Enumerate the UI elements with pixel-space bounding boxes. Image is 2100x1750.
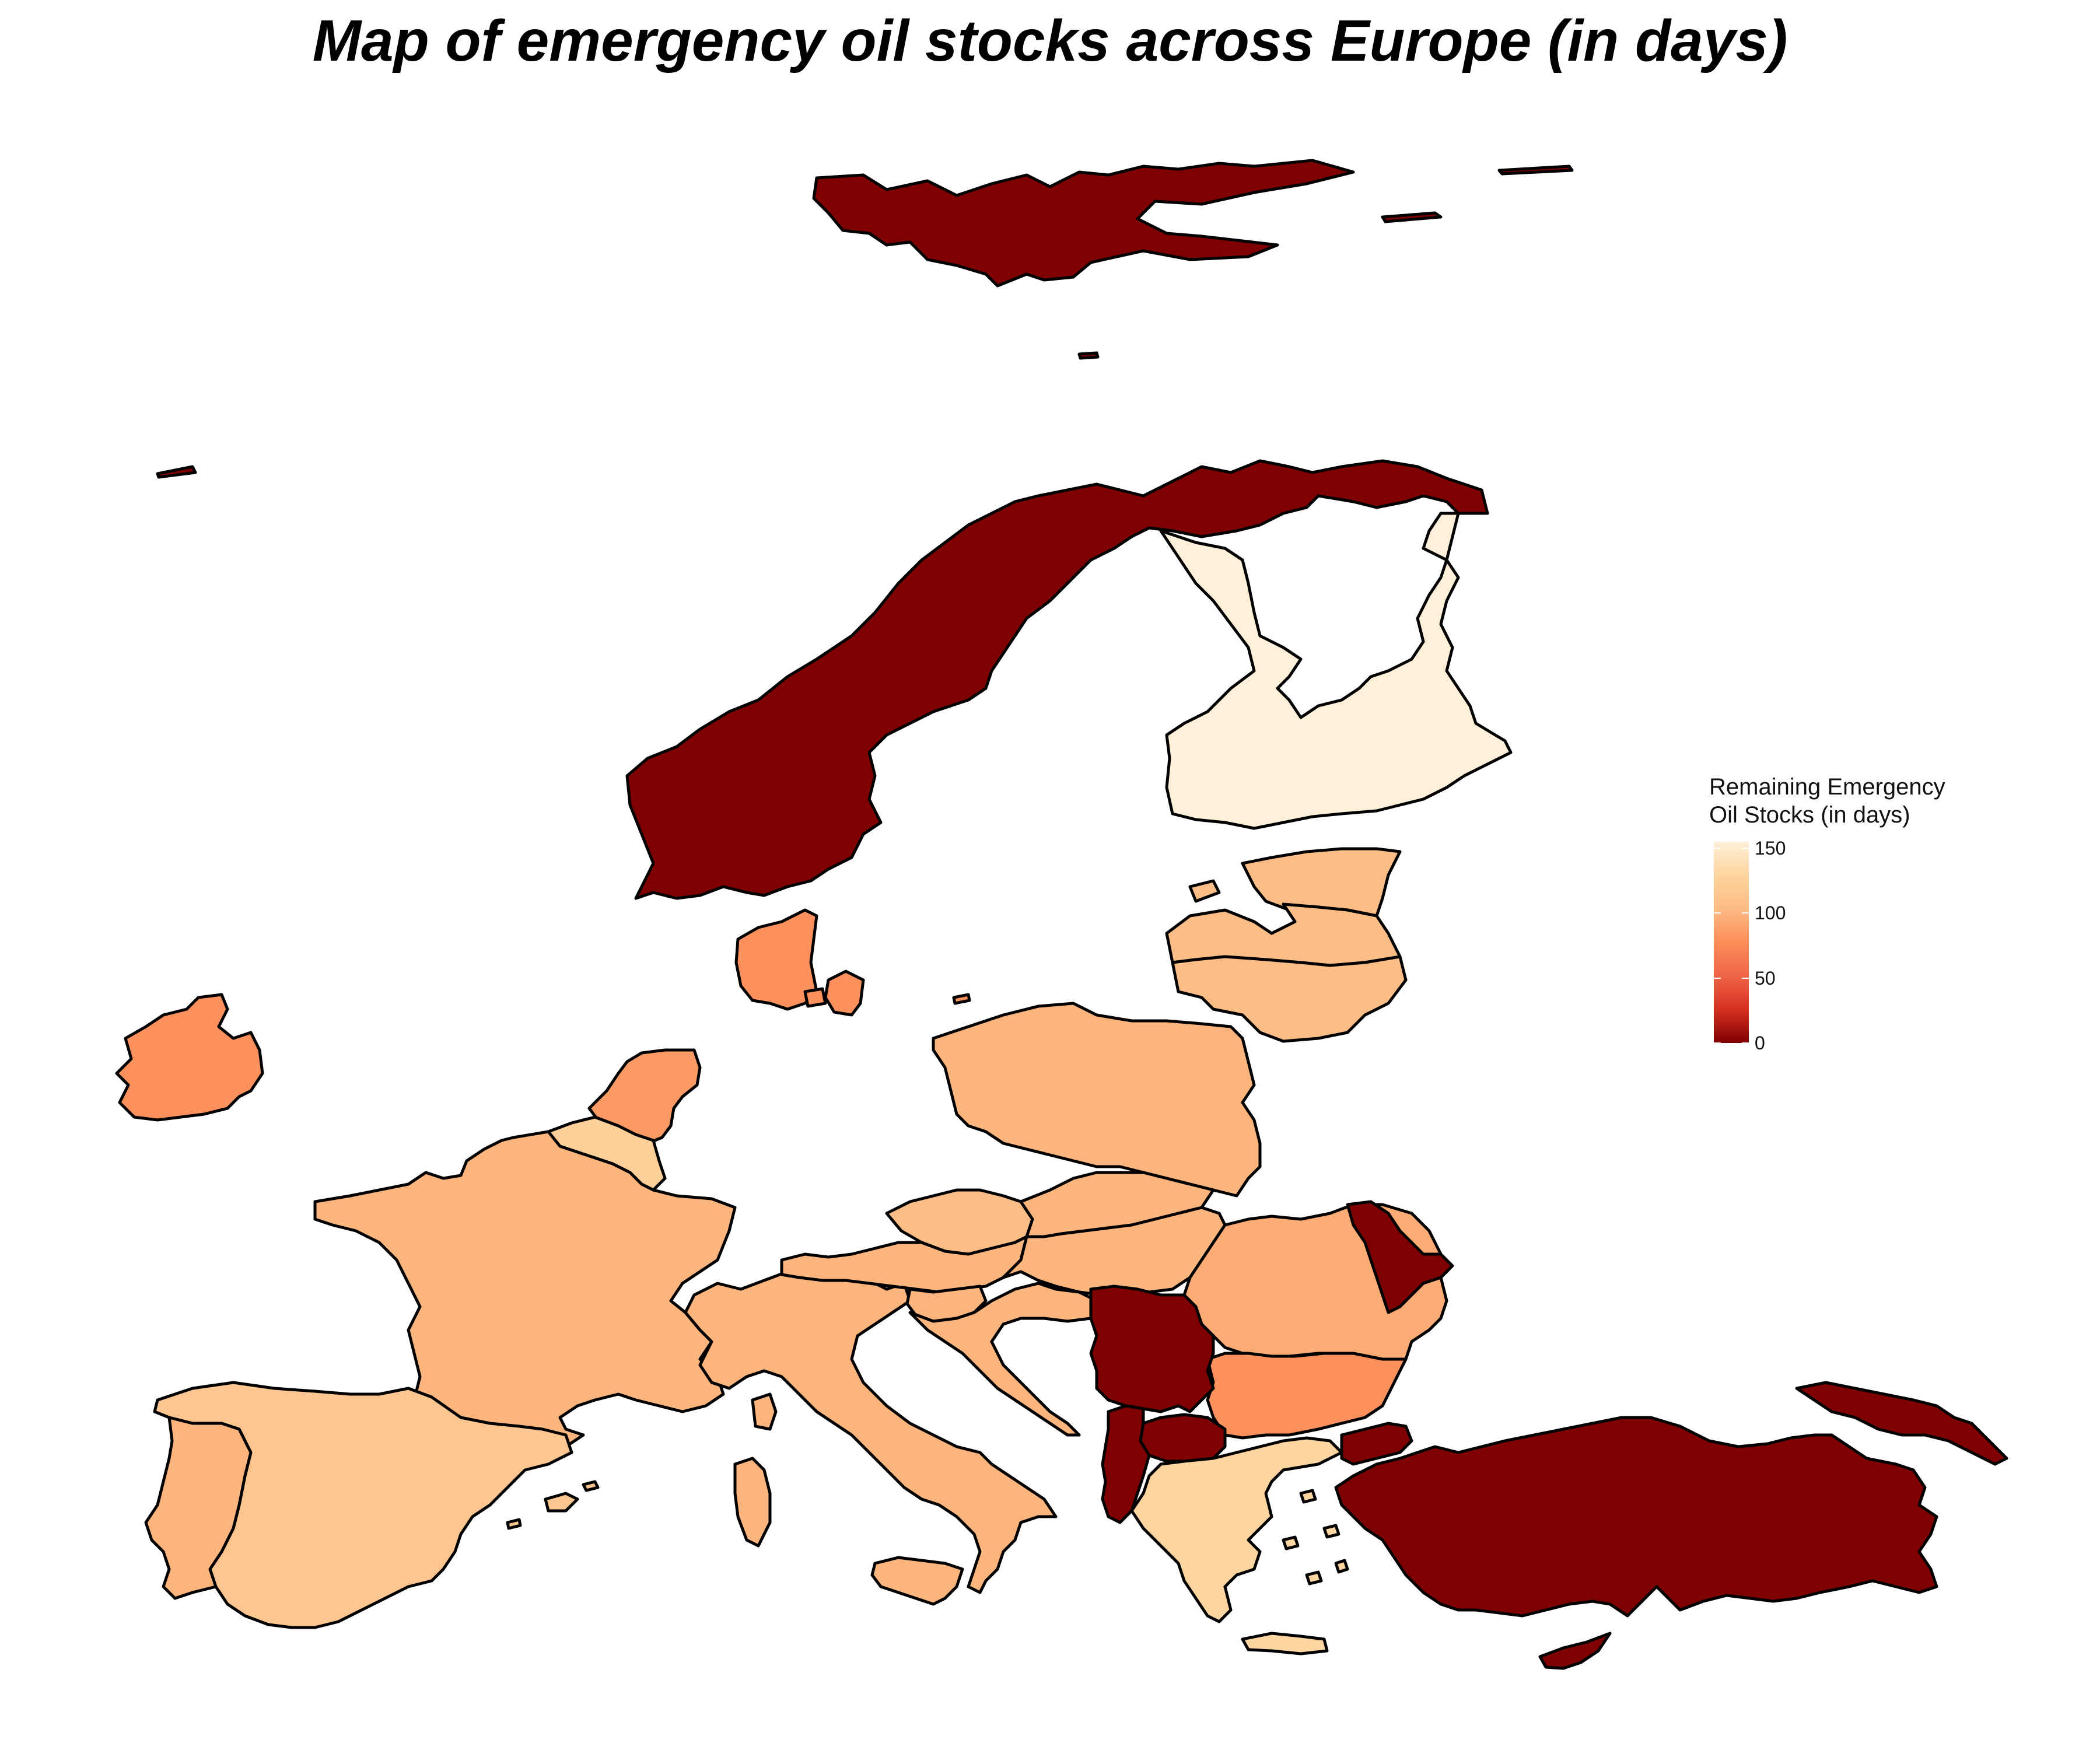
legend-title: Remaining Emergency Oil Stocks (in days)	[1709, 774, 1945, 828]
region-poland[interactable]	[932, 1002, 1262, 1198]
legend: Remaining Emergency Oil Stocks (in days)…	[1709, 773, 2036, 1052]
region-croatia[interactable]	[908, 1282, 1098, 1437]
legend-colorbar	[1714, 842, 1749, 1043]
region-moldova[interactable]	[1346, 1200, 1454, 1314]
region-portugal[interactable]	[144, 1416, 253, 1600]
legend-tick-mark	[1742, 977, 1749, 979]
region-france[interactable]	[313, 1130, 737, 1448]
region-serbia[interactable]	[1089, 1284, 1215, 1413]
legend-tick-mark	[1742, 848, 1749, 849]
region-north-macedonia[interactable]	[1139, 1413, 1227, 1463]
region-greece[interactable]	[1130, 1436, 1349, 1656]
legend-tick-label: 50	[1755, 967, 1776, 989]
region-italy[interactable]	[684, 1270, 1058, 1606]
legend-tick-label: 0	[1755, 1032, 1765, 1054]
region-svalbard[interactable]	[156, 159, 1574, 479]
region-norway[interactable]	[625, 459, 1489, 900]
legend-tick-mark	[1714, 1042, 1721, 1044]
region-turkey[interactable]	[1334, 1381, 2008, 1618]
region-latvia[interactable]	[1165, 902, 1402, 967]
region-finland[interactable]	[1159, 512, 1513, 830]
legend-tick-mark	[1742, 1042, 1749, 1044]
region-estonia[interactable]	[1188, 847, 1402, 918]
legend-tick-mark	[1742, 912, 1749, 914]
region-lithuania[interactable]	[1171, 955, 1408, 1043]
page-title: Map of emergency oil stocks across Europ…	[312, 8, 1788, 74]
legend-tick-label: 100	[1755, 902, 1786, 924]
legend-tick-label: 150	[1755, 838, 1786, 859]
legend-tick-mark	[1714, 912, 1721, 914]
region-ireland[interactable]	[115, 993, 264, 1122]
region-denmark[interactable]	[734, 908, 971, 1017]
legend-tick-mark	[1714, 848, 1721, 849]
legend-tick-mark	[1714, 977, 1721, 979]
region-cyprus[interactable]	[1538, 1632, 1612, 1670]
